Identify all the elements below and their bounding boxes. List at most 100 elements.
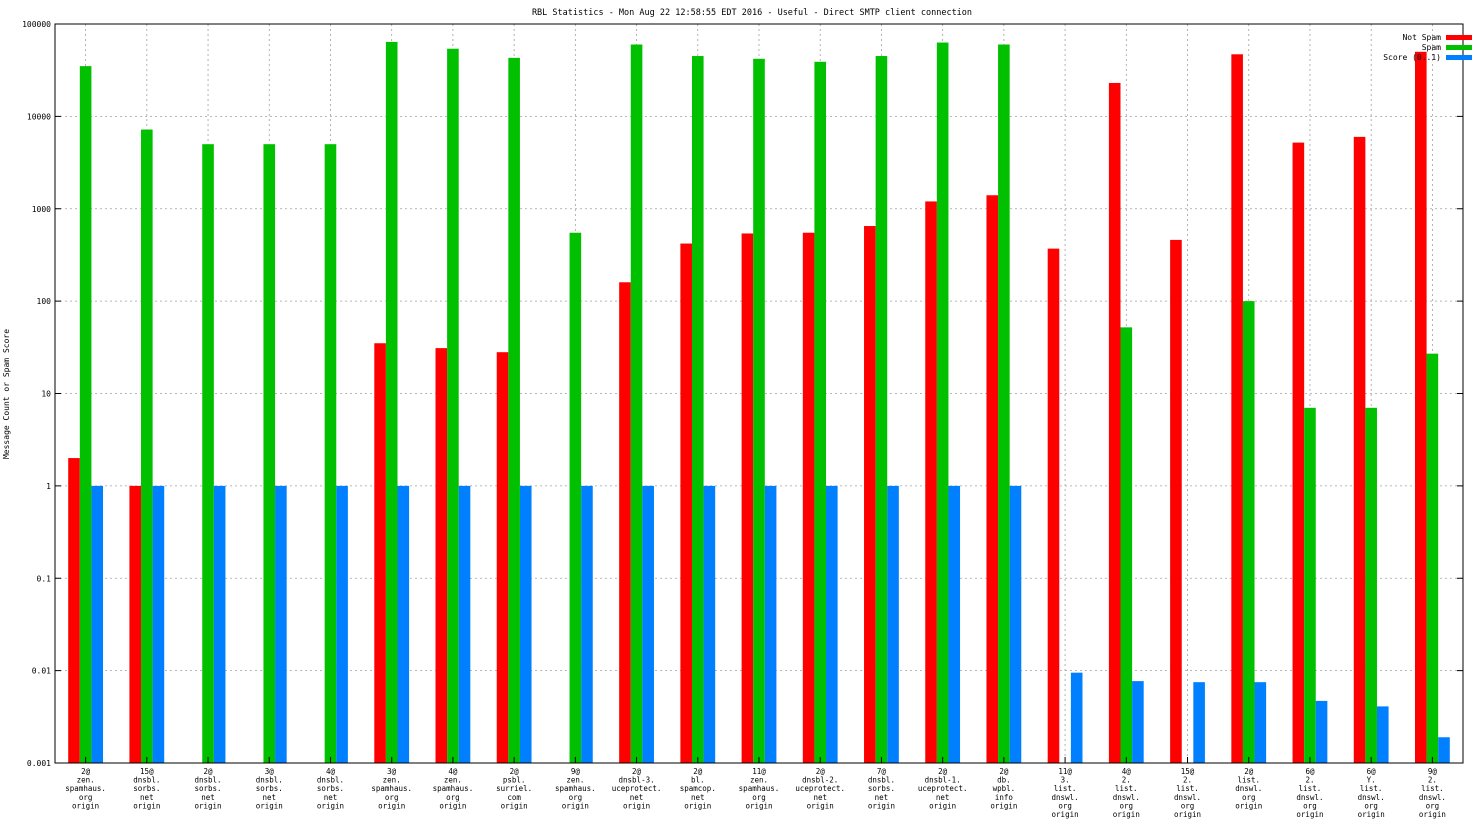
bar-score-0-1 bbox=[1132, 681, 1144, 763]
x-tick-label-line: dnsbl. bbox=[256, 776, 283, 785]
bar-spam bbox=[202, 144, 214, 764]
y-tick-label: 10000 bbox=[27, 112, 51, 121]
x-tick-label-line: 2@ bbox=[1244, 767, 1254, 776]
x-tick-label: 9@ 2. list. dnswl. org origin bbox=[1419, 767, 1446, 819]
x-tick-label-line: 2. bbox=[1122, 776, 1131, 785]
bar-not-spam bbox=[680, 243, 692, 763]
bar-score-0-1 bbox=[458, 485, 471, 763]
x-tick-label-line: origin bbox=[623, 801, 650, 810]
bar-spam bbox=[814, 61, 827, 764]
bar-not-spam bbox=[1292, 142, 1305, 763]
y-tick-label: 0.1 bbox=[37, 574, 52, 583]
bar-score-0-1 bbox=[213, 485, 226, 763]
x-tick-label-line: zen. bbox=[444, 776, 462, 785]
x-tick-label-line: net bbox=[140, 793, 154, 802]
bar-spam bbox=[141, 129, 153, 764]
x-tick-label-line: 2. bbox=[1305, 776, 1314, 785]
x-tick-label: 2@ dnsbl-2. uceprotect. net origin bbox=[795, 767, 845, 810]
x-tick-label-line: 6@ bbox=[1367, 767, 1377, 776]
bar-score-0-1 bbox=[397, 485, 410, 763]
x-tick-label-line: 4@ bbox=[1122, 767, 1132, 776]
x-tick-label: 3@ zen. spamhaus. org origin bbox=[371, 767, 412, 810]
x-tick-label-line: 2@ bbox=[999, 767, 1009, 776]
bar-not-spam bbox=[986, 195, 999, 764]
x-tick-label: 4@ dnsbl. sorbs. net origin bbox=[317, 767, 344, 810]
x-tick-label-line: 3@ bbox=[387, 767, 397, 776]
y-axis-ticks: 0.001 0.01 0.1 1 10 100 1000 10000 100000 bbox=[22, 20, 1463, 768]
x-tick-label-line: org bbox=[1242, 793, 1256, 802]
x-tick-label-line: org bbox=[1181, 801, 1195, 810]
x-tick-label-line: dnsbl-1. bbox=[925, 776, 961, 785]
bar-score-0-1 bbox=[948, 485, 961, 763]
x-tick-label: 2@ bl. spamcop. net origin bbox=[680, 767, 716, 810]
y-tick-label: 100 bbox=[37, 297, 52, 306]
x-tick-label-line: 4@ bbox=[448, 767, 458, 776]
x-tick-label-line: sorbs. bbox=[194, 784, 221, 793]
bar-spam bbox=[263, 144, 276, 764]
bar-not-spam bbox=[802, 232, 815, 763]
x-tick-label-line: origin bbox=[501, 801, 528, 810]
x-tick-label-line: spamcop. bbox=[680, 784, 716, 793]
bar-spam bbox=[1304, 407, 1316, 763]
x-tick-label-line: origin bbox=[868, 801, 895, 810]
x-tick-label-line: 15@ bbox=[1181, 767, 1195, 776]
x-tick-label-line: spamhaus. bbox=[739, 784, 780, 793]
y-tick-label: 0.01 bbox=[32, 667, 51, 676]
x-tick-label-line: org bbox=[1426, 801, 1440, 810]
x-tick-label-line: zen. bbox=[566, 776, 584, 785]
x-tick-label-line: zen. bbox=[383, 776, 401, 785]
x-tick-label-line: surriel. bbox=[496, 784, 532, 793]
bar-score-0-1 bbox=[1315, 700, 1328, 763]
x-tick-label-line: org bbox=[1364, 801, 1378, 810]
x-tick-label-line: org bbox=[1303, 801, 1317, 810]
bar-spam bbox=[753, 58, 765, 763]
x-tick-label: 2@ list. dnswl. org origin bbox=[1235, 767, 1262, 810]
x-tick-label-line: uceprotect. bbox=[612, 784, 662, 793]
bar-spam bbox=[630, 44, 643, 763]
x-tick-label-line: sorbs. bbox=[256, 784, 283, 793]
x-tick-label-line: 11@ bbox=[1058, 767, 1072, 776]
x-tick-label-line: net bbox=[936, 793, 950, 802]
x-tick-label: 6@ Y. list. dnswl. org origin bbox=[1358, 767, 1385, 819]
bar-spam bbox=[936, 42, 949, 764]
x-tick-label-line: sorbs. bbox=[133, 784, 160, 793]
bar-spam bbox=[1120, 327, 1133, 763]
bar-spam bbox=[1426, 353, 1439, 763]
bars bbox=[68, 41, 1450, 764]
x-tick-label: 4@ zen. spamhaus. org origin bbox=[433, 767, 474, 810]
bar-score-0-1 bbox=[152, 485, 165, 763]
x-tick-label-line: origin bbox=[1296, 810, 1323, 819]
legend-swatch bbox=[1446, 45, 1472, 50]
bar-score-0-1 bbox=[703, 485, 716, 763]
x-tick-label-line: net bbox=[262, 793, 276, 802]
bar-not-spam bbox=[1231, 54, 1243, 763]
x-tick-label: 2@ db. wpbl. info origin bbox=[990, 767, 1017, 810]
x-tick-label-line: 2@ bbox=[204, 767, 214, 776]
x-tick-label-line: dnswl. bbox=[1358, 793, 1385, 802]
x-tick-label-line: dnswl. bbox=[1235, 784, 1262, 793]
x-tick-label-line: origin bbox=[1174, 810, 1201, 819]
bar-spam bbox=[447, 48, 459, 763]
x-tick-label: 2@ psbl. surriel. com origin bbox=[496, 767, 532, 810]
x-tick-label-line: 3@ bbox=[265, 767, 275, 776]
x-tick-label-line: origin bbox=[317, 801, 344, 810]
x-tick-label-line: 9@ bbox=[571, 767, 581, 776]
bar-not-spam bbox=[1047, 248, 1060, 764]
bar-score-0-1 bbox=[1376, 706, 1389, 763]
x-tick-label: 15@ 2. list. dnswl. org origin bbox=[1174, 767, 1201, 819]
bar-score-0-1 bbox=[336, 485, 348, 763]
x-tick-label-line: 2@ bbox=[510, 767, 520, 776]
legend-swatch bbox=[1446, 55, 1472, 60]
x-tick-label-line: dnswl. bbox=[1052, 793, 1079, 802]
bar-score-0-1 bbox=[1009, 485, 1022, 763]
x-tick-label-line: net bbox=[201, 793, 215, 802]
x-tick-label-line: dnsbl-2. bbox=[802, 776, 838, 785]
x-tick-label-line: origin bbox=[1113, 810, 1140, 819]
x-tick-label-line: com bbox=[507, 793, 521, 802]
bar-score-0-1 bbox=[642, 485, 654, 763]
bar-score-0-1 bbox=[519, 485, 532, 763]
x-tick-label-line: list. bbox=[1176, 784, 1199, 793]
x-tick-label-line: spamhaus. bbox=[433, 784, 474, 793]
bar-not-spam bbox=[68, 458, 80, 763]
